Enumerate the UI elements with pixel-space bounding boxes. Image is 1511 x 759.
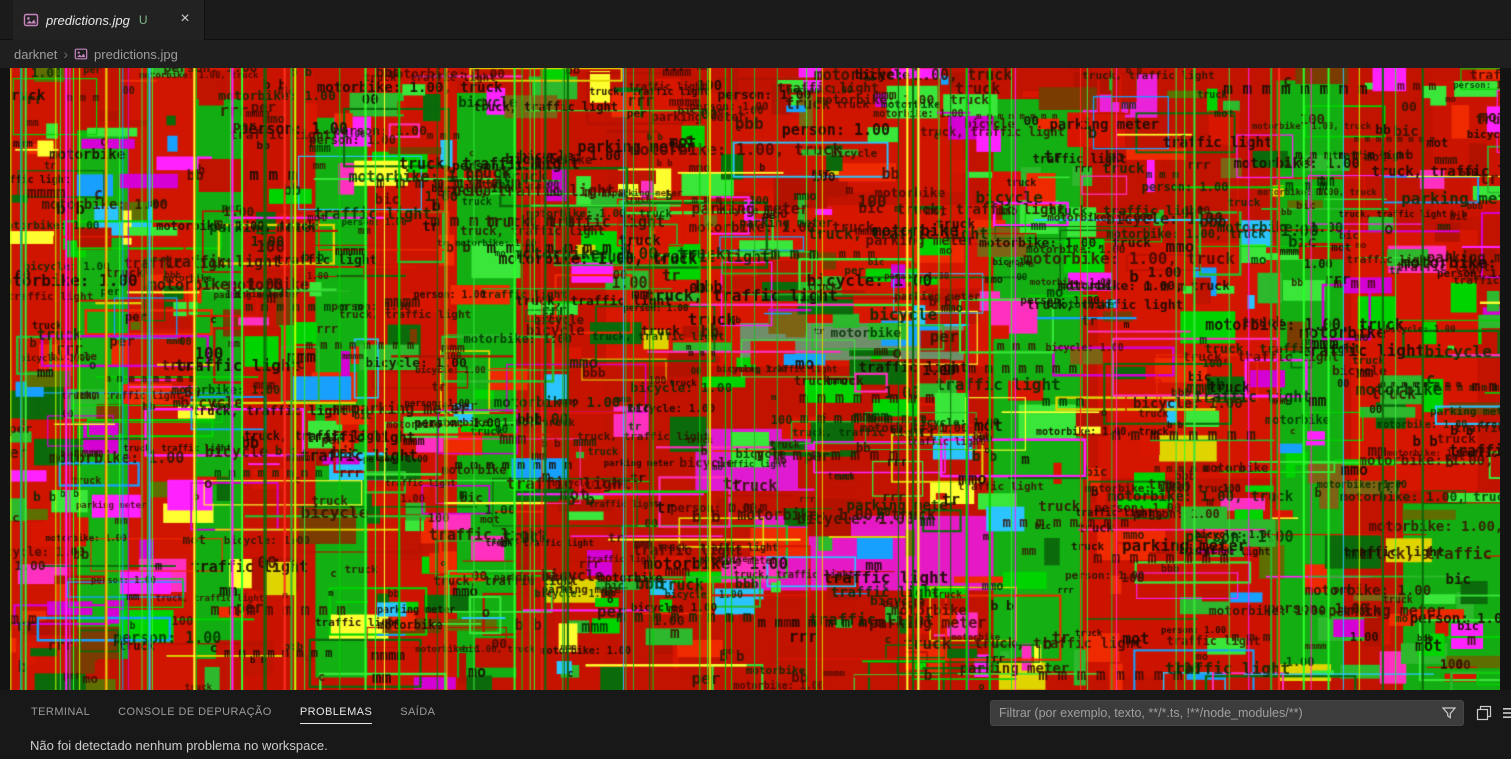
- breadcrumb-folder[interactable]: darknet: [14, 46, 58, 62]
- image-file-icon: [23, 12, 39, 28]
- filter-input[interactable]: [991, 701, 1435, 725]
- open-in-editor-icon[interactable]: [1476, 705, 1492, 721]
- breadcrumb-file[interactable]: predictions.jpg: [94, 46, 178, 62]
- editor-tab-bar: predictions.jpg U ×: [0, 0, 1511, 40]
- panel-tab-output[interactable]: SAÍDA: [400, 706, 436, 718]
- more-actions-icon[interactable]: [1502, 705, 1511, 721]
- panel-tab-bar: TERMINAL CONSOLE DE DEPURAÇÃO PROBLEMAS …: [31, 690, 435, 736]
- tab-label: predictions.jpg: [46, 12, 130, 28]
- problems-message: Não foi detectado nenhum problema no wor…: [30, 738, 328, 753]
- breadcrumb: darknet › predictions.jpg: [0, 40, 1511, 68]
- breadcrumb-separator-icon: ›: [63, 46, 69, 62]
- tab-predictions-jpg[interactable]: predictions.jpg U ×: [13, 0, 205, 40]
- panel-tab-terminal[interactable]: TERMINAL: [31, 706, 91, 718]
- problems-filter: [990, 700, 1464, 726]
- panel-tab-problems[interactable]: PROBLEMAS: [299, 702, 373, 724]
- panel-tab-debug-console[interactable]: CONSOLE DE DEPURAÇÃO: [118, 706, 272, 718]
- close-tab-icon[interactable]: ×: [180, 10, 190, 27]
- git-status-badge: U: [138, 13, 148, 27]
- image-file-icon-small: [74, 47, 88, 61]
- bottom-panel: TERMINAL CONSOLE DE DEPURAÇÃO PROBLEMAS …: [0, 690, 1511, 759]
- image-editor: [0, 68, 1511, 690]
- predictions-image[interactable]: [10, 68, 1500, 690]
- filter-funnel-icon[interactable]: [1435, 705, 1463, 721]
